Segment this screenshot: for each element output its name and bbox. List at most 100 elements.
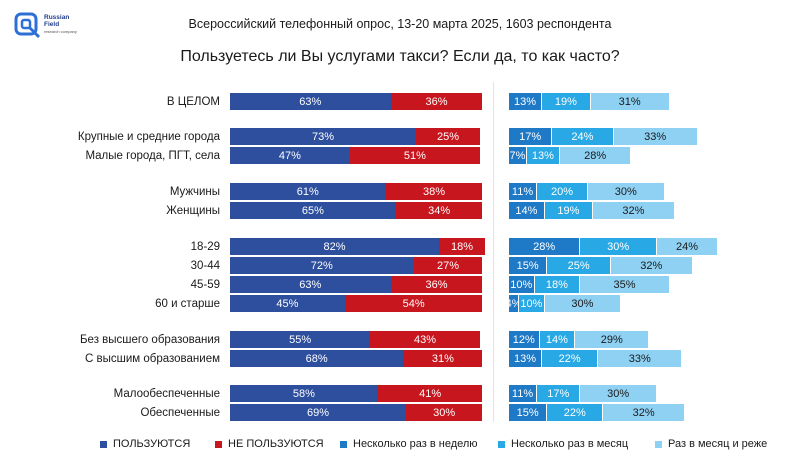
bar-rarely: 30% <box>580 385 657 402</box>
bar-weekly: 17% <box>509 128 553 145</box>
bar-not-use: 54% <box>344 295 483 312</box>
bar-monthly: 18% <box>534 276 581 293</box>
bar-rarely: 32% <box>611 257 693 274</box>
bar-use: 47% <box>230 147 350 164</box>
bar-rarely: 32% <box>593 202 675 219</box>
row-label: С высшим образованием <box>84 353 220 365</box>
logo-name: Russian Field <box>44 14 70 28</box>
bar-rarely: 35% <box>580 276 670 293</box>
row-label: Без высшего образования <box>80 334 220 346</box>
logo-icon <box>14 12 74 40</box>
bar-use: 73% <box>230 128 417 145</box>
bar-use: 72% <box>230 257 414 274</box>
bar-not-use: 38% <box>385 183 483 200</box>
bar-rarely: 28% <box>560 147 632 164</box>
bar-not-use: 36% <box>390 93 483 110</box>
row-label: 18-29 <box>190 241 220 253</box>
bar-weekly: 15% <box>509 257 548 274</box>
bar-monthly: 10% <box>519 295 545 312</box>
bar-weekly: 7% <box>509 147 527 164</box>
legend-swatch-use <box>100 440 107 448</box>
bar-monthly: 24% <box>552 128 614 145</box>
row-label: Мужчины <box>169 186 220 198</box>
row-label: Малообеспеченные <box>113 388 220 400</box>
bar-use: 58% <box>230 385 378 402</box>
bar-monthly: 17% <box>537 385 581 402</box>
bar-weekly: 13% <box>509 350 543 367</box>
legend: ПОЛЬЗУЮТСЯ НЕ ПОЛЬЗУЮТСЯ Несколько раз в… <box>100 438 800 452</box>
bar-not-use: 41% <box>377 385 483 402</box>
row-label: Малые города, ПГТ, села <box>85 150 220 162</box>
bar-use: 65% <box>230 202 396 219</box>
bar-weekly: 11% <box>509 183 538 200</box>
question-title: Пользуетесь ли Вы услугами такси? Если д… <box>180 48 620 65</box>
bar-monthly: 30% <box>580 238 657 255</box>
legend-label-rarely: Раз в месяц и реже <box>668 438 768 450</box>
legend-label-not-use: НЕ ПОЛЬЗУЮТСЯ <box>228 438 324 450</box>
bar-rarely: 32% <box>603 404 685 421</box>
row-label: 45-59 <box>190 279 220 291</box>
bar-monthly: 13% <box>526 147 560 164</box>
legend-swatch-weekly <box>340 440 347 448</box>
bar-monthly: 22% <box>547 404 604 421</box>
bar-rarely: 30% <box>544 295 622 312</box>
bar-monthly: 22% <box>542 350 599 367</box>
survey-header: Всероссийский телефонный опрос, 13-20 ма… <box>188 17 612 31</box>
bar-monthly: 20% <box>537 183 589 200</box>
bar-rarely: 33% <box>598 350 683 367</box>
bar-not-use: 36% <box>390 276 483 293</box>
bar-use: 69% <box>230 404 406 421</box>
bar-weekly: 12% <box>509 331 540 348</box>
bar-use: 68% <box>230 350 404 367</box>
bar-rarely: 29% <box>575 331 650 348</box>
bar-not-use: 18% <box>439 238 485 255</box>
bar-rarely: 30% <box>588 183 665 200</box>
legend-swatch-rarely <box>655 440 662 448</box>
bar-not-use: 51% <box>349 147 480 164</box>
legend-swatch-not-use <box>215 440 222 448</box>
bar-weekly: 14% <box>509 202 545 219</box>
row-label: Женщины <box>166 205 220 217</box>
bar-not-use: 27% <box>413 257 483 274</box>
bar-monthly: 19% <box>542 93 591 110</box>
bar-not-use: 31% <box>403 350 483 367</box>
legend-item-not-use: НЕ ПОЛЬЗУЮТСЯ <box>215 438 324 450</box>
bar-use: 63% <box>230 93 391 110</box>
row-label: В ЦЕЛОМ <box>166 96 220 108</box>
legend-swatch-monthly <box>498 440 505 448</box>
bar-rarely: 33% <box>613 128 698 145</box>
bar-rarely: 31% <box>590 93 670 110</box>
chart-divider <box>493 82 494 422</box>
bar-monthly: 25% <box>547 257 611 274</box>
bar-weekly: 28% <box>509 238 581 255</box>
bar-monthly: 14% <box>539 331 576 348</box>
bar-not-use: 34% <box>395 202 483 219</box>
bar-use: 63% <box>230 276 391 293</box>
legend-label-weekly: Несколько раз в неделю <box>353 438 478 450</box>
bar-not-use: 25% <box>416 128 480 145</box>
bar-weekly: 11% <box>509 385 538 402</box>
legend-label-monthly: Несколько раз в месяц <box>511 438 629 450</box>
bar-weekly: 13% <box>509 93 543 110</box>
row-label: Обеспеченные <box>140 407 220 419</box>
bar-weekly: 10% <box>509 276 535 293</box>
bar-use: 82% <box>230 238 440 255</box>
row-label: Крупные и средние города <box>77 131 220 143</box>
bar-rarely: 24% <box>656 238 719 255</box>
bar-use: 61% <box>230 183 386 200</box>
bar-not-use: 43% <box>370 331 480 348</box>
legend-item-use: ПОЛЬЗУЮТСЯ <box>100 438 190 450</box>
bar-monthly: 19% <box>544 202 594 219</box>
logo-text: Russian Field research company <box>44 14 84 35</box>
bar-use: 45% <box>230 295 345 312</box>
bar-weekly: 4% <box>506 295 522 312</box>
bar-not-use: 30% <box>405 404 483 421</box>
legend-item-monthly: Несколько раз в месяц <box>498 438 628 450</box>
row-label: 60 и старше <box>155 298 220 310</box>
row-label: 30-44 <box>190 260 220 272</box>
legend-label-use: ПОЛЬЗУЮТСЯ <box>113 438 191 450</box>
bar-weekly: 15% <box>509 404 548 421</box>
legend-item-rarely: Раз в месяц и реже <box>655 438 767 450</box>
logo-subtext: research company <box>44 29 77 34</box>
